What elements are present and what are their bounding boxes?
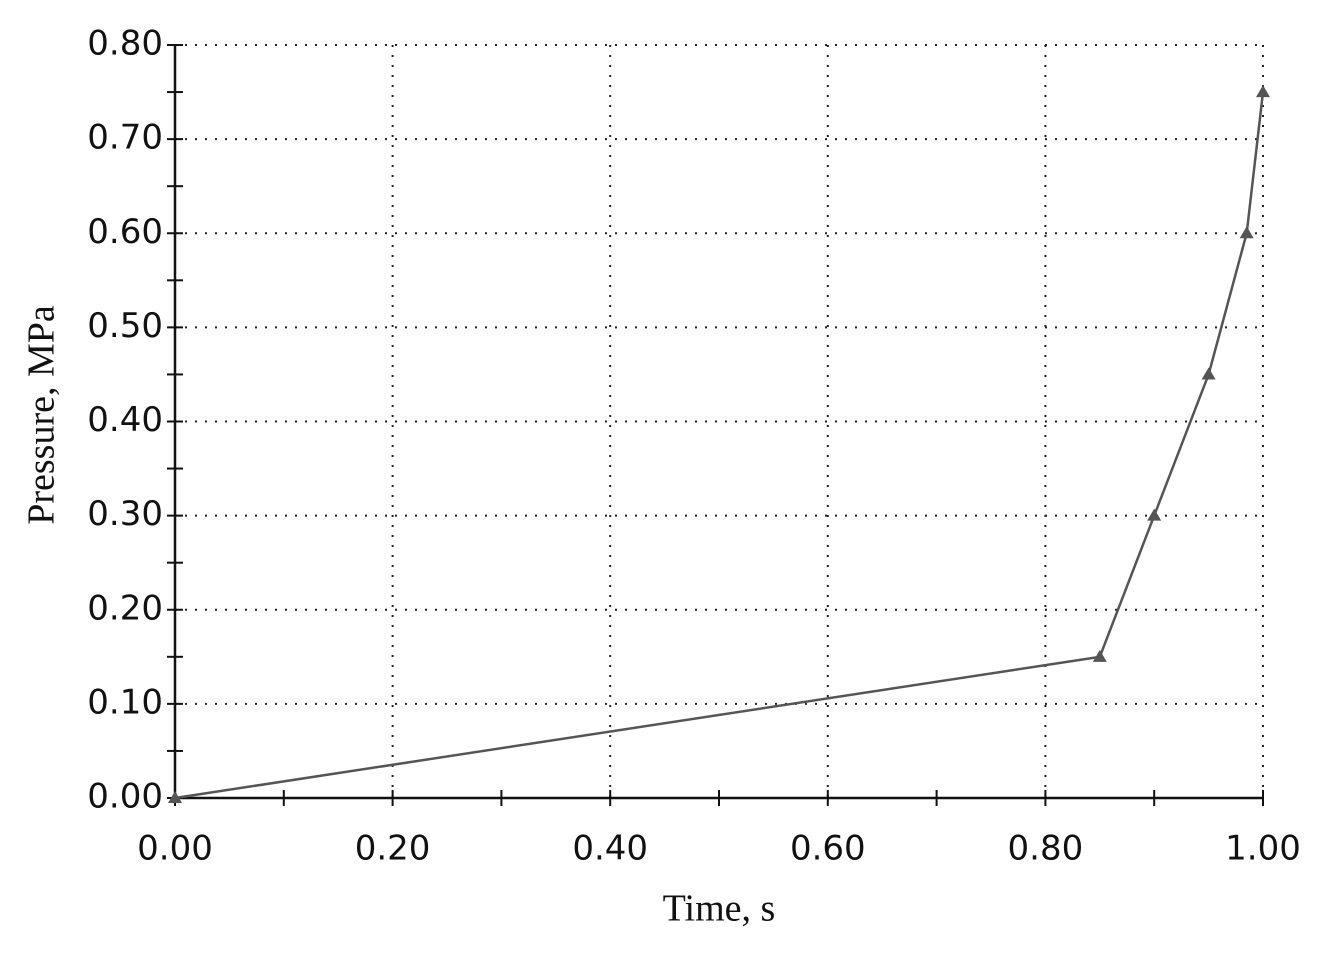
marker xyxy=(1092,649,1107,662)
marker xyxy=(1256,85,1270,98)
x-tick-label: 0.20 xyxy=(355,829,431,869)
y-axis-title: Pressure, MPa xyxy=(21,305,63,525)
marker xyxy=(1239,226,1254,239)
y-tick-label: 0.70 xyxy=(87,118,163,158)
y-tick-label: 0.10 xyxy=(87,682,163,722)
y-tick-label: 0.20 xyxy=(87,588,163,628)
x-tick-label: 0.40 xyxy=(572,829,648,869)
y-tick-label: 0.40 xyxy=(87,400,163,440)
marker xyxy=(1147,508,1162,521)
y-tick-label: 0.00 xyxy=(87,777,163,817)
marker xyxy=(168,791,182,803)
y-tick-label: 0.50 xyxy=(87,306,163,346)
y-tick-label: 0.60 xyxy=(87,212,163,252)
marker xyxy=(1201,367,1216,380)
x-tick-label: 0.80 xyxy=(1008,829,1084,869)
x-tick-label: 0.60 xyxy=(790,829,866,869)
x-axis-title: Time, s xyxy=(663,888,776,930)
x-tick-label: 1.00 xyxy=(1225,829,1301,869)
y-tick-label: 0.30 xyxy=(87,494,163,534)
y-tick-label: 0.80 xyxy=(87,24,163,64)
x-tick-label: 0.00 xyxy=(137,829,213,869)
line xyxy=(174,91,1265,800)
